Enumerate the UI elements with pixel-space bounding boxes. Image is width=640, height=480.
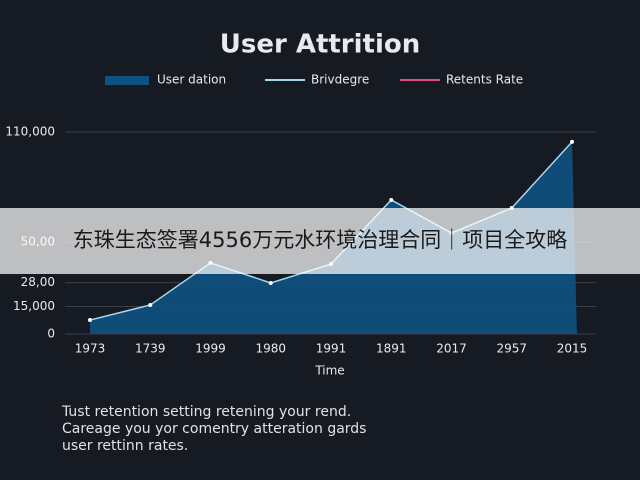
point: [268, 280, 273, 285]
y-tick-label: 15,000: [13, 299, 55, 313]
legend-label: User dation: [157, 73, 226, 87]
y-tick-label: 110,000: [5, 125, 55, 139]
x-tick-label: 1891: [376, 342, 407, 356]
caption-line: Tust retention setting retening your ren…: [61, 404, 351, 420]
caption-line: Careage you yor comentry atteration gard…: [62, 421, 366, 437]
x-tick-label: 2957: [496, 342, 527, 356]
point: [148, 302, 153, 307]
point: [88, 318, 92, 323]
x-tick-label: 2015: [557, 342, 588, 356]
area: [90, 141, 577, 334]
point: [389, 197, 394, 202]
y-tick-label: 0: [47, 327, 55, 341]
legend-label: Retents Rate: [446, 73, 523, 87]
x-tick-label: 1739: [135, 342, 166, 356]
legend-swatch: [105, 76, 149, 85]
x-tick-label: 1973: [75, 342, 106, 356]
x-tick-label: 1991: [316, 342, 347, 356]
caption-line: user rettinn rates.: [62, 438, 188, 454]
x-axis-title: Time: [314, 364, 344, 378]
x-tick-label: 1999: [195, 342, 226, 356]
point: [570, 139, 574, 144]
x-tick-label: 1980: [255, 342, 286, 356]
chart-title: User Attrition: [220, 30, 421, 60]
banner-text: 东珠生态签署4556万元水环境治理合同｜项目全攻略: [73, 228, 567, 252]
y-tick-label: 28,00: [21, 275, 55, 289]
banner-bg: [0, 208, 640, 274]
x-tick-label: 2017: [436, 342, 467, 356]
legend-label: Brivdegre: [311, 73, 369, 87]
